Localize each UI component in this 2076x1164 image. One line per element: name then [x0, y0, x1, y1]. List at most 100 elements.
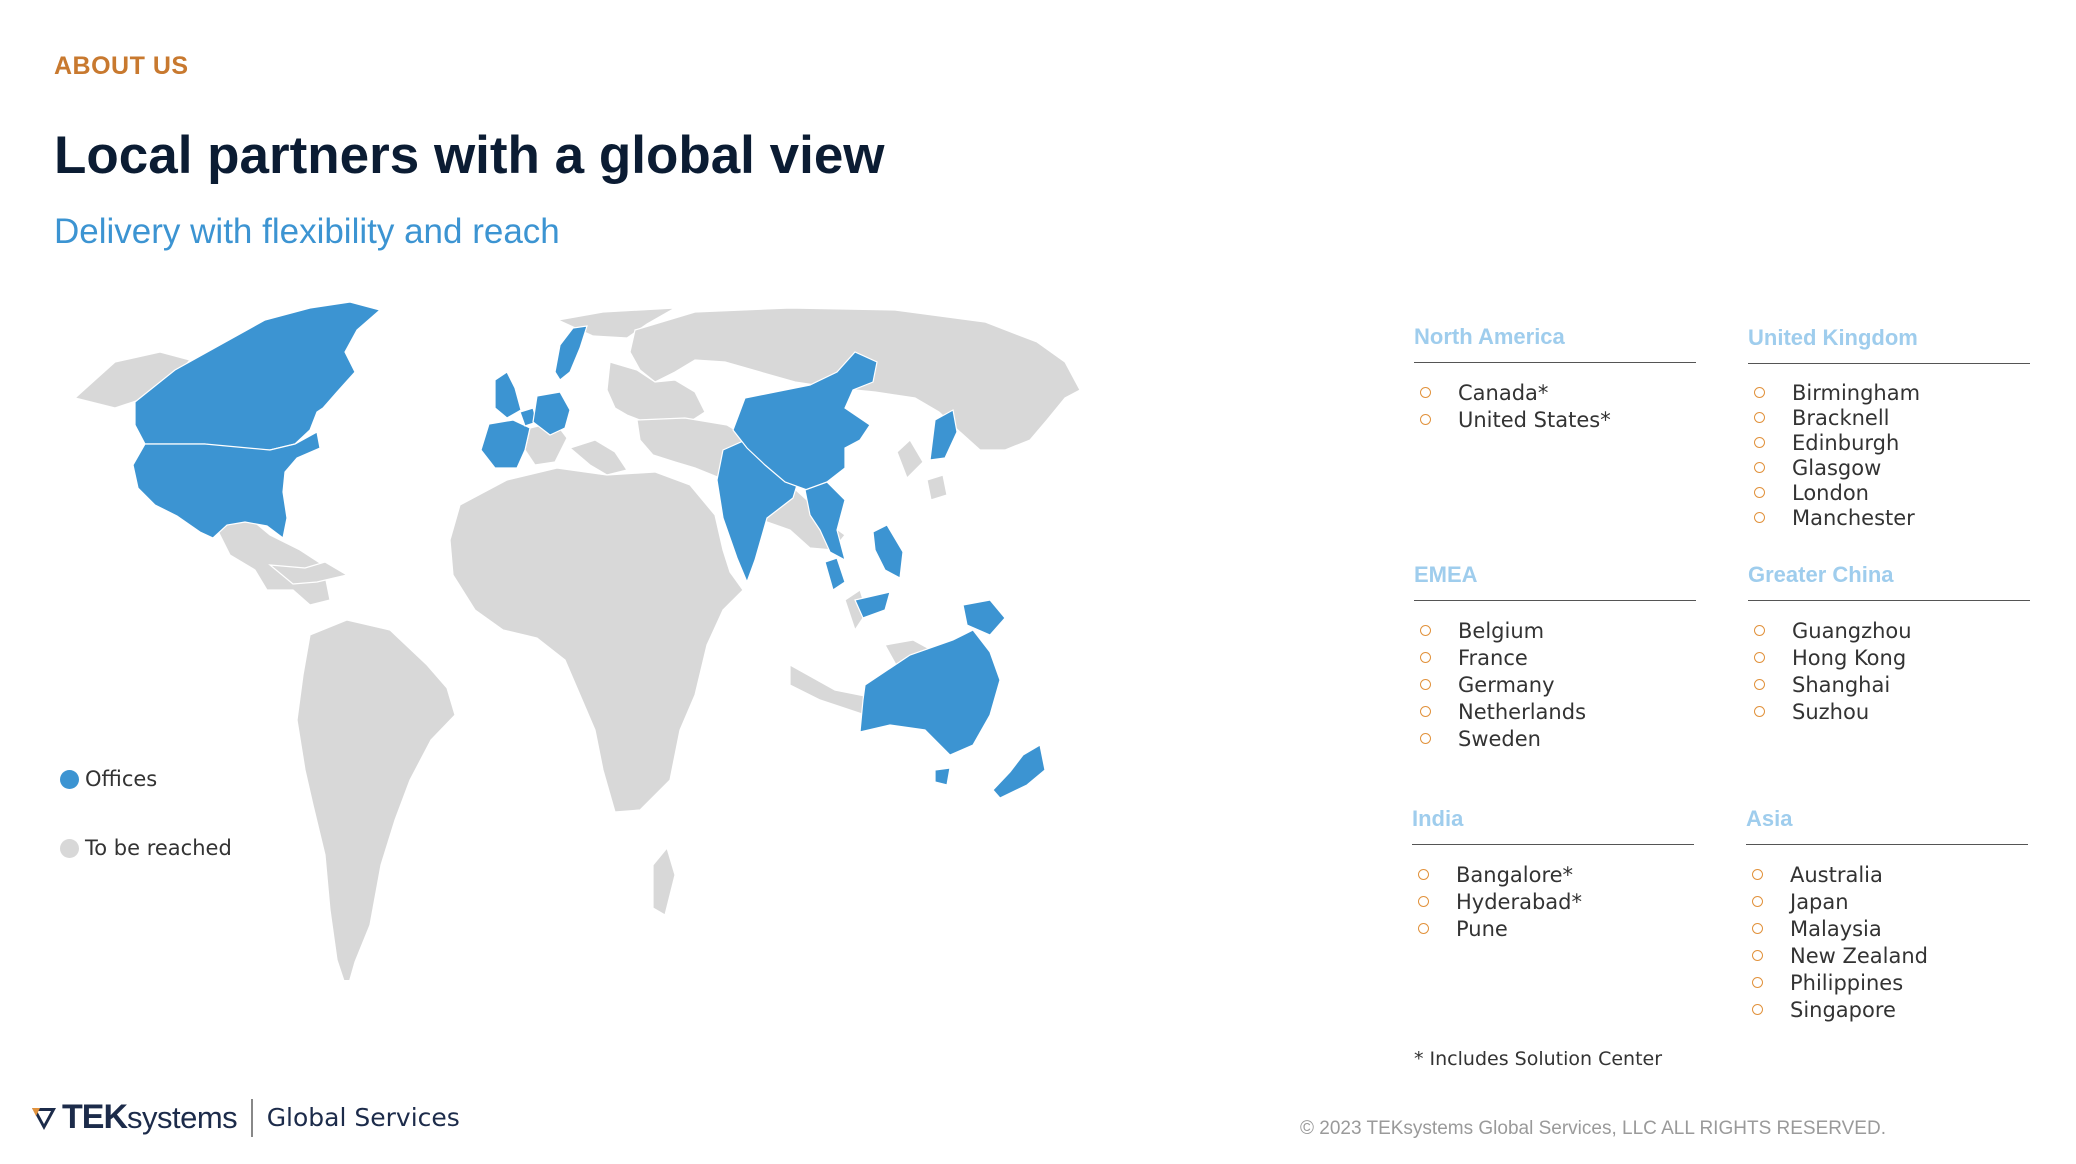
list-item: Pune — [1412, 915, 1694, 942]
region-heading: India — [1412, 806, 1694, 845]
legend-offices: Offices — [60, 767, 157, 791]
region-list: Australia Japan Malaysia New Zealand Phi… — [1746, 861, 2028, 1023]
list-item: Glasgow — [1748, 455, 2030, 480]
world-map — [73, 301, 1081, 980]
map-papua — [962, 599, 1006, 636]
list-item: Bangalore* — [1412, 861, 1694, 888]
region-list: Guangzhou Hong Kong Shanghai Suzhou — [1748, 617, 2030, 725]
legend-to-be-reached-dot — [60, 838, 79, 858]
map-canada — [134, 301, 382, 451]
bullet-icon — [1418, 869, 1429, 880]
region-list: Belgium France Germany Netherlands Swede… — [1414, 617, 1696, 752]
bullet-icon — [1754, 387, 1765, 398]
page-title: Local partners with a global view — [54, 126, 885, 185]
list-item: France — [1414, 644, 1696, 671]
map-borneo — [854, 591, 891, 619]
bullet-icon — [1418, 923, 1429, 934]
map-france — [480, 419, 531, 469]
list-item: Edinburgh — [1748, 430, 2030, 455]
bullet-icon — [1752, 923, 1763, 934]
map-germany — [532, 391, 571, 436]
list-item: Japan — [1746, 888, 2028, 915]
list-item: Guangzhou — [1748, 617, 2030, 644]
map-tasmania — [934, 767, 951, 786]
eyebrow-label: ABOUT US — [54, 52, 189, 80]
list-item: New Zealand — [1746, 942, 2028, 969]
map-sweden — [554, 325, 588, 381]
bullet-icon — [1754, 652, 1765, 663]
bullet-icon — [1418, 896, 1429, 907]
legend-to-be-reached-label: To be reached — [85, 836, 232, 860]
region-asia: Asia Australia Japan Malaysia New Zealan… — [1746, 806, 2028, 1023]
list-item: Canada* — [1414, 379, 1696, 406]
bullet-icon — [1420, 625, 1431, 636]
bullet-icon — [1420, 733, 1431, 744]
map-mainland-se-asia — [804, 481, 846, 562]
legend-offices-label: Offices — [85, 767, 158, 791]
page-subtitle: Delivery with flexibility and reach — [54, 212, 560, 251]
map-office-land — [132, 301, 1046, 799]
list-item: Australia — [1746, 861, 2028, 888]
list-item: Shanghai — [1748, 671, 2030, 698]
list-item: Bracknell — [1748, 405, 2030, 430]
map-unreached-land — [73, 307, 1081, 980]
region-list: Canada* United States* — [1414, 379, 1696, 433]
region-list: Birmingham Bracknell Edinburgh Glasgow L… — [1748, 380, 2030, 530]
bullet-icon — [1752, 977, 1763, 988]
list-item: Belgium — [1414, 617, 1696, 644]
bullet-icon — [1754, 437, 1765, 448]
company-logo: TEK systems Global Services — [30, 1098, 460, 1137]
tek-chevron-icon — [32, 1107, 56, 1130]
map-japan — [929, 409, 958, 461]
map-uk — [494, 371, 522, 419]
bullet-icon — [1754, 462, 1765, 473]
map-australia — [859, 629, 1001, 756]
region-emea: EMEA Belgium France Germany Netherlands … — [1414, 562, 1696, 752]
map-china — [732, 351, 878, 491]
list-item: Sweden — [1414, 725, 1696, 752]
bullet-icon — [1752, 1004, 1763, 1015]
list-item: Birmingham — [1748, 380, 2030, 405]
region-north-america: North America Canada* United States* — [1414, 324, 1696, 433]
map-philippines — [872, 524, 904, 579]
list-item: Suzhou — [1748, 698, 2030, 725]
legend-offices-dot — [60, 769, 79, 789]
region-greater-china: Greater China Guangzhou Hong Kong Shangh… — [1748, 562, 2030, 725]
logo-divider — [251, 1098, 253, 1137]
bullet-icon — [1754, 679, 1765, 690]
logo-subtitle: Global Services — [266, 1103, 460, 1132]
list-item: Hong Kong — [1748, 644, 2030, 671]
list-item: Netherlands — [1414, 698, 1696, 725]
bullet-icon — [1420, 414, 1431, 425]
logo-systems-text: systems — [127, 1099, 238, 1135]
bullet-icon — [1420, 706, 1431, 717]
list-item: Hyderabad* — [1412, 888, 1694, 915]
bullet-icon — [1752, 950, 1763, 961]
list-item: Germany — [1414, 671, 1696, 698]
bullet-icon — [1752, 869, 1763, 880]
region-heading: Greater China — [1748, 562, 2030, 601]
list-item: United States* — [1414, 406, 1696, 433]
region-united-kingdom: United Kingdom Birmingham Bracknell Edin… — [1748, 325, 2030, 530]
list-item: Manchester — [1748, 505, 2030, 530]
footnote: * Includes Solution Center — [1414, 1048, 1663, 1070]
logo-tek-text: TEK — [62, 1098, 128, 1136]
copyright-notice: © 2023 TEKsystems Global Services, LLC A… — [1300, 1118, 1886, 1139]
bullet-icon — [1754, 487, 1765, 498]
region-heading: North America — [1414, 324, 1696, 363]
region-heading: EMEA — [1414, 562, 1696, 601]
bullet-icon — [1754, 512, 1765, 523]
bullet-icon — [1420, 679, 1431, 690]
list-item: London — [1748, 480, 2030, 505]
bullet-icon — [1420, 652, 1431, 663]
map-malaysia — [824, 557, 846, 591]
region-india: India Bangalore* Hyderabad* Pune — [1412, 806, 1694, 942]
list-item: Malaysia — [1746, 915, 2028, 942]
bullet-icon — [1754, 625, 1765, 636]
legend-to-be-reached: To be reached — [60, 836, 232, 860]
bullet-icon — [1754, 412, 1765, 423]
region-heading: Asia — [1746, 806, 2028, 845]
bullet-icon — [1752, 896, 1763, 907]
bullet-icon — [1754, 706, 1765, 717]
map-new-zealand — [992, 744, 1046, 799]
